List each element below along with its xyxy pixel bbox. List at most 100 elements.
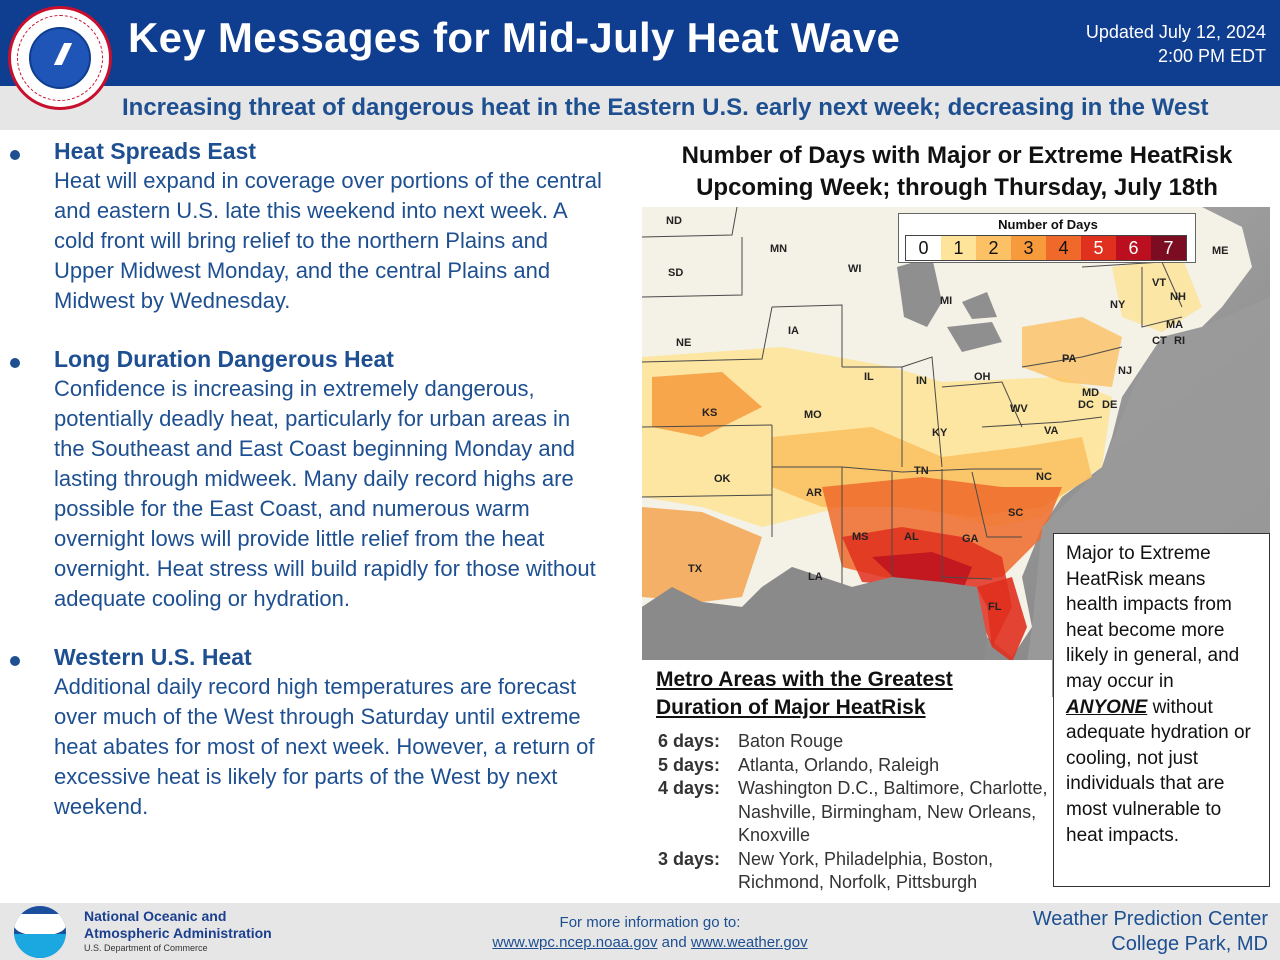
list-item: 6 days: Baton Rouge: [658, 730, 1048, 754]
map-title-line2: Upcoming Week; through Thursday, July 18…: [696, 174, 1218, 201]
more-info-label: For more information go to:: [559, 914, 741, 931]
state-label: TX: [688, 563, 703, 575]
heatrisk-definition-box: Major to Extreme HeatRisk means health i…: [1053, 533, 1270, 887]
state-label: MO: [804, 409, 822, 421]
page-title: Key Messages for Mid-July Heat Wave: [128, 14, 901, 61]
list-item: 4 days: Washington D.C., Baltimore, Char…: [658, 777, 1048, 848]
more-info-links: www.wpc.ncep.noaa.gov and www.weather.go…: [420, 933, 880, 953]
map-title: Number of Days with Major or Extreme Hea…: [642, 140, 1272, 204]
metro-title-line1: Metro Areas with the Greatest: [656, 668, 953, 691]
legend-cell-1: 1: [941, 236, 976, 260]
link-conjunction: and: [661, 934, 687, 951]
state-label: NH: [1170, 291, 1186, 303]
metro-days: 5 days:: [658, 754, 721, 775]
bullet-icon: [10, 656, 20, 666]
state-label: CT: [1152, 335, 1167, 347]
weather-gov-link[interactable]: www.weather.gov: [690, 934, 808, 951]
state-label: RI: [1174, 335, 1185, 347]
wpc-name: Weather Prediction Center: [1032, 908, 1268, 930]
page-subtitle: Increasing threat of dangerous heat in t…: [122, 94, 1209, 121]
map-legend: Number of Days 0 1 2 3 4 5 6 7: [898, 213, 1196, 263]
legend-cell-4: 4: [1046, 236, 1081, 260]
legend-scale: 0 1 2 3 4 5 6 7: [905, 235, 1187, 261]
state-label: MA: [1166, 319, 1184, 331]
updated-time: 2:00 PM EDT: [1157, 46, 1266, 66]
state-label: VT: [1152, 277, 1167, 289]
subtitle-bar: [0, 86, 1280, 130]
noaa-name-line2: Atmospheric Administration: [84, 925, 272, 941]
noaa-wave-icon: [14, 934, 66, 958]
metro-list: 6 days: Baton Rouge 5 days: Atlanta, Orl…: [658, 730, 1048, 895]
footer-bar: [0, 903, 1280, 960]
list-item: 5 days: Atlanta, Orlando, Raleigh: [658, 754, 1048, 778]
legend-cell-5: 5: [1081, 236, 1116, 260]
metro-title-line2: Duration of Major HeatRisk: [656, 696, 926, 719]
state-label: PA: [1062, 353, 1077, 365]
state-label: OH: [974, 371, 991, 383]
metro-days: 3 days:: [658, 848, 721, 869]
more-info: For more information go to: www.wpc.ncep…: [420, 913, 880, 953]
logo-ring: [17, 15, 103, 101]
state-label: GA: [962, 533, 979, 545]
state-label: MI: [940, 295, 953, 307]
state-label: KS: [702, 407, 718, 419]
state-label: NE: [676, 337, 692, 349]
state-label: DC: [1078, 399, 1094, 411]
info-text-before: Major to Extreme HeatRisk means health i…: [1066, 543, 1240, 692]
state-label: KY: [932, 427, 948, 439]
state-label: ND: [666, 215, 682, 227]
state-label: NY: [1110, 299, 1126, 311]
state-label: FL: [988, 601, 1002, 613]
legend-cell-0: 0: [906, 236, 941, 260]
state-label: MN: [770, 243, 788, 255]
updated-date: Updated July 12, 2024: [1085, 22, 1266, 42]
state-label: AL: [904, 531, 919, 543]
state-label: MD: [1082, 387, 1100, 399]
state-label: OK: [714, 473, 731, 485]
key-message-heading: Western U.S. Heat: [54, 644, 252, 670]
noaa-name-line1: National Oceanic and: [84, 908, 227, 924]
state-label: IN: [916, 375, 927, 387]
state-label: ME: [1212, 245, 1229, 257]
header-bar: [0, 0, 1280, 86]
metro-cities: New York, Philadelphia, Boston, Richmond…: [738, 848, 994, 893]
state-label: IL: [864, 371, 874, 383]
state-label: LA: [808, 571, 823, 583]
state-label: VA: [1044, 425, 1059, 437]
metro-cities: Baton Rouge: [738, 731, 844, 751]
key-message-heading: Heat Spreads East: [54, 138, 256, 164]
key-message-3: Western U.S. Heat Additional daily recor…: [0, 642, 620, 822]
nws-logo: [8, 6, 112, 110]
wpc-location: College Park, MD: [1111, 933, 1268, 955]
metro-days: 6 days:: [658, 731, 721, 751]
info-emphasis: ANYONE: [1066, 696, 1148, 718]
map-title-line1: Number of Days with Major or Extreme Hea…: [681, 142, 1233, 169]
noaa-name: National Oceanic and Atmospheric Adminis…: [84, 908, 272, 942]
state-label: IA: [788, 325, 799, 337]
state-label: SC: [1008, 507, 1024, 519]
state-label: AR: [806, 487, 822, 499]
metro-cities: Atlanta, Orlando, Raleigh: [738, 754, 940, 775]
state-label: NJ: [1118, 365, 1133, 377]
wpc-link[interactable]: www.wpc.ncep.noaa.gov: [492, 934, 658, 951]
key-message-1: Heat Spreads East Heat will expand in co…: [0, 136, 620, 316]
legend-cell-2: 2: [976, 236, 1011, 260]
state-label: WV: [1010, 403, 1028, 415]
key-message-body: Confidence is increasing in extremely da…: [54, 376, 596, 611]
key-message-2: Long Duration Dangerous Heat Confidence …: [0, 344, 620, 614]
bullet-icon: [10, 150, 20, 160]
updated-timestamp: Updated July 12, 2024 2:00 PM EDT: [1086, 20, 1266, 68]
metro-areas-panel: Metro Areas with the Greatest Duration o…: [642, 660, 1052, 900]
state-label: TN: [914, 465, 929, 477]
state-label: DE: [1102, 399, 1118, 411]
noaa-bird-icon: [14, 914, 66, 936]
key-message-body: Additional daily record high temperature…: [54, 674, 595, 819]
metro-cities: Washington D.C., Baltimore, Charlotte, N…: [738, 778, 1048, 845]
state-label: NC: [1036, 471, 1052, 483]
state-label: SD: [668, 267, 684, 279]
legend-title: Number of Days: [998, 217, 1098, 232]
noaa-logo: [14, 906, 66, 958]
legend-cell-3: 3: [1011, 236, 1046, 260]
wpc-credit: Weather Prediction Center College Park, …: [1033, 907, 1268, 957]
state-label: WI: [848, 263, 862, 275]
